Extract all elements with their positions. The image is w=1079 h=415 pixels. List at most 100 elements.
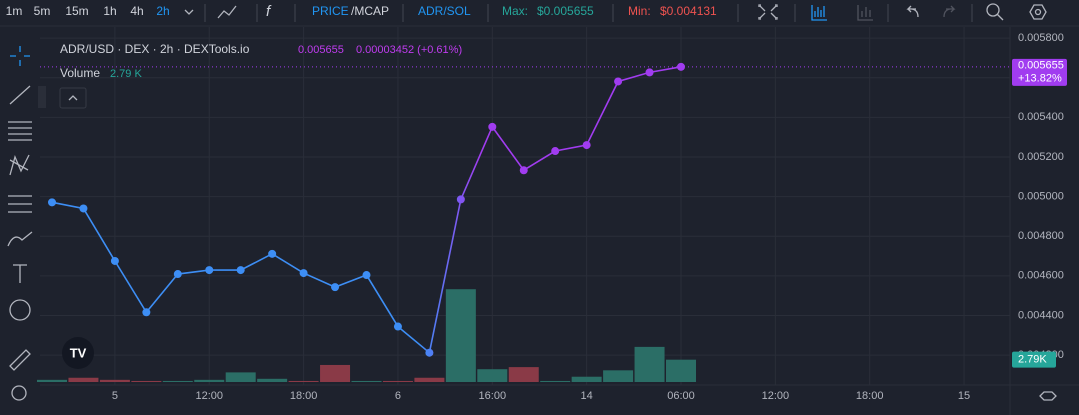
price-point bbox=[48, 198, 56, 207]
volume-tag bbox=[1012, 351, 1056, 368]
price-point bbox=[299, 269, 308, 278]
compare-icon[interactable] bbox=[857, 5, 873, 21]
y-tick-label: 0.005400 bbox=[1018, 111, 1064, 123]
drawing-tools bbox=[7, 46, 46, 401]
x-tick-label: 15 bbox=[958, 390, 970, 402]
price-point bbox=[362, 271, 371, 280]
dropdown-icon[interactable] bbox=[184, 9, 194, 15]
volume-bar bbox=[257, 378, 288, 382]
interval[interactable]: 1h bbox=[103, 4, 116, 18]
tv-logo bbox=[62, 337, 94, 369]
y-tick-label: 0.005200 bbox=[1018, 151, 1064, 163]
volume-bar bbox=[540, 380, 571, 382]
max-value: $0.005655 bbox=[537, 4, 594, 18]
volume-bars bbox=[37, 289, 696, 382]
price-point bbox=[79, 204, 88, 213]
volume-bar bbox=[351, 380, 382, 382]
min-label: Min: bbox=[628, 4, 651, 18]
volume-bar bbox=[225, 372, 256, 382]
x-tick-label: 16:00 bbox=[479, 390, 507, 402]
redo-icon[interactable] bbox=[943, 5, 956, 18]
last-change-label: +13.82% bbox=[1018, 73, 1062, 85]
chart-type-icon[interactable] bbox=[217, 5, 237, 19]
collapse-button[interactable] bbox=[59, 87, 87, 109]
volume-bar bbox=[194, 379, 225, 382]
price-point bbox=[236, 266, 245, 275]
volume-icon[interactable] bbox=[811, 5, 827, 21]
y-tick-label: 0.004600 bbox=[1018, 270, 1064, 282]
volume-bar bbox=[477, 369, 508, 382]
volume-bar bbox=[288, 380, 319, 382]
volume-value: 2.79 K bbox=[110, 68, 142, 80]
fullscreen-icon[interactable] bbox=[758, 4, 778, 20]
emoji-tool[interactable] bbox=[9, 299, 31, 321]
x-tick-label: 18:00 bbox=[856, 390, 884, 402]
crosshair-tool[interactable] bbox=[10, 46, 30, 66]
settings-icon[interactable] bbox=[1029, 4, 1047, 20]
volume-bar bbox=[99, 379, 130, 382]
price-point bbox=[393, 322, 402, 331]
volume-bar bbox=[382, 380, 413, 382]
ruler-tool[interactable] bbox=[9, 349, 31, 371]
settings-icon-center bbox=[1034, 8, 1042, 16]
price-point bbox=[551, 147, 560, 156]
mcap-toggle[interactable]: /MCAP bbox=[351, 4, 389, 18]
text-tool[interactable] bbox=[13, 264, 27, 283]
y-tick-label: 0.005800 bbox=[1018, 32, 1064, 44]
brush-tool[interactable] bbox=[7, 231, 33, 247]
interval[interactable]: 1m bbox=[6, 4, 23, 18]
volume-bar bbox=[320, 364, 351, 382]
price-point bbox=[456, 195, 465, 204]
search-icon[interactable] bbox=[986, 3, 1000, 17]
drawing-toolbar bbox=[0, 27, 40, 415]
undo-icon[interactable] bbox=[906, 5, 919, 18]
tool-expand[interactable] bbox=[38, 86, 46, 108]
toolbar bbox=[0, 0, 1079, 26]
pattern-tool[interactable] bbox=[9, 154, 30, 176]
min-value: $0.004131 bbox=[660, 4, 717, 18]
volume-bar bbox=[634, 346, 665, 382]
last-price-tag bbox=[1012, 58, 1067, 86]
price-point bbox=[425, 348, 434, 357]
price-point bbox=[614, 77, 623, 86]
interval[interactable]: 5m bbox=[34, 4, 51, 18]
x-tick-label: 5 bbox=[112, 390, 118, 402]
x-tick-label: 12:00 bbox=[195, 390, 223, 402]
price-point bbox=[331, 283, 340, 292]
volume-bar bbox=[414, 377, 445, 382]
collapse-icon bbox=[68, 95, 78, 101]
x-tick-label: 12:00 bbox=[762, 390, 790, 402]
interval[interactable]: 4h bbox=[130, 4, 143, 18]
y-tick-label: 0.005000 bbox=[1018, 190, 1064, 202]
volume-bar bbox=[603, 370, 634, 382]
pair-toggle[interactable]: ADR/SOL bbox=[418, 4, 471, 18]
fib-tool[interactable] bbox=[8, 121, 32, 141]
y-tick-label: 0.004800 bbox=[1018, 230, 1064, 242]
price-point bbox=[142, 308, 151, 317]
interval[interactable]: 15m bbox=[65, 4, 88, 18]
zoom-tool[interactable] bbox=[11, 385, 27, 401]
volume-bar bbox=[131, 380, 162, 382]
indicators-icon[interactable]: f bbox=[266, 3, 272, 20]
forecast-tool[interactable] bbox=[8, 195, 32, 213]
interval[interactable]: 2h bbox=[156, 4, 169, 18]
volume-tag-label: 2.79K bbox=[1018, 354, 1047, 366]
x-tick-label: 06:00 bbox=[667, 390, 695, 402]
volume-bar bbox=[68, 377, 99, 382]
axis-settings-icon[interactable] bbox=[1039, 391, 1057, 401]
price-point bbox=[519, 166, 528, 175]
price-point bbox=[488, 122, 497, 131]
grid bbox=[40, 27, 1010, 385]
volume-bar bbox=[666, 359, 696, 382]
trendline-tool[interactable] bbox=[9, 85, 31, 105]
price-toggle[interactable]: PRICE bbox=[312, 4, 349, 18]
volume-bar bbox=[445, 289, 476, 382]
volume-bar bbox=[37, 379, 67, 382]
price-point bbox=[205, 266, 214, 275]
header-change: 0.00003452 (+0.61%) bbox=[356, 44, 462, 56]
x-tick-label: 18:00 bbox=[290, 390, 318, 402]
price-point bbox=[268, 249, 277, 258]
header-price: 0.005655 bbox=[298, 44, 344, 56]
price-plot bbox=[40, 62, 1010, 357]
